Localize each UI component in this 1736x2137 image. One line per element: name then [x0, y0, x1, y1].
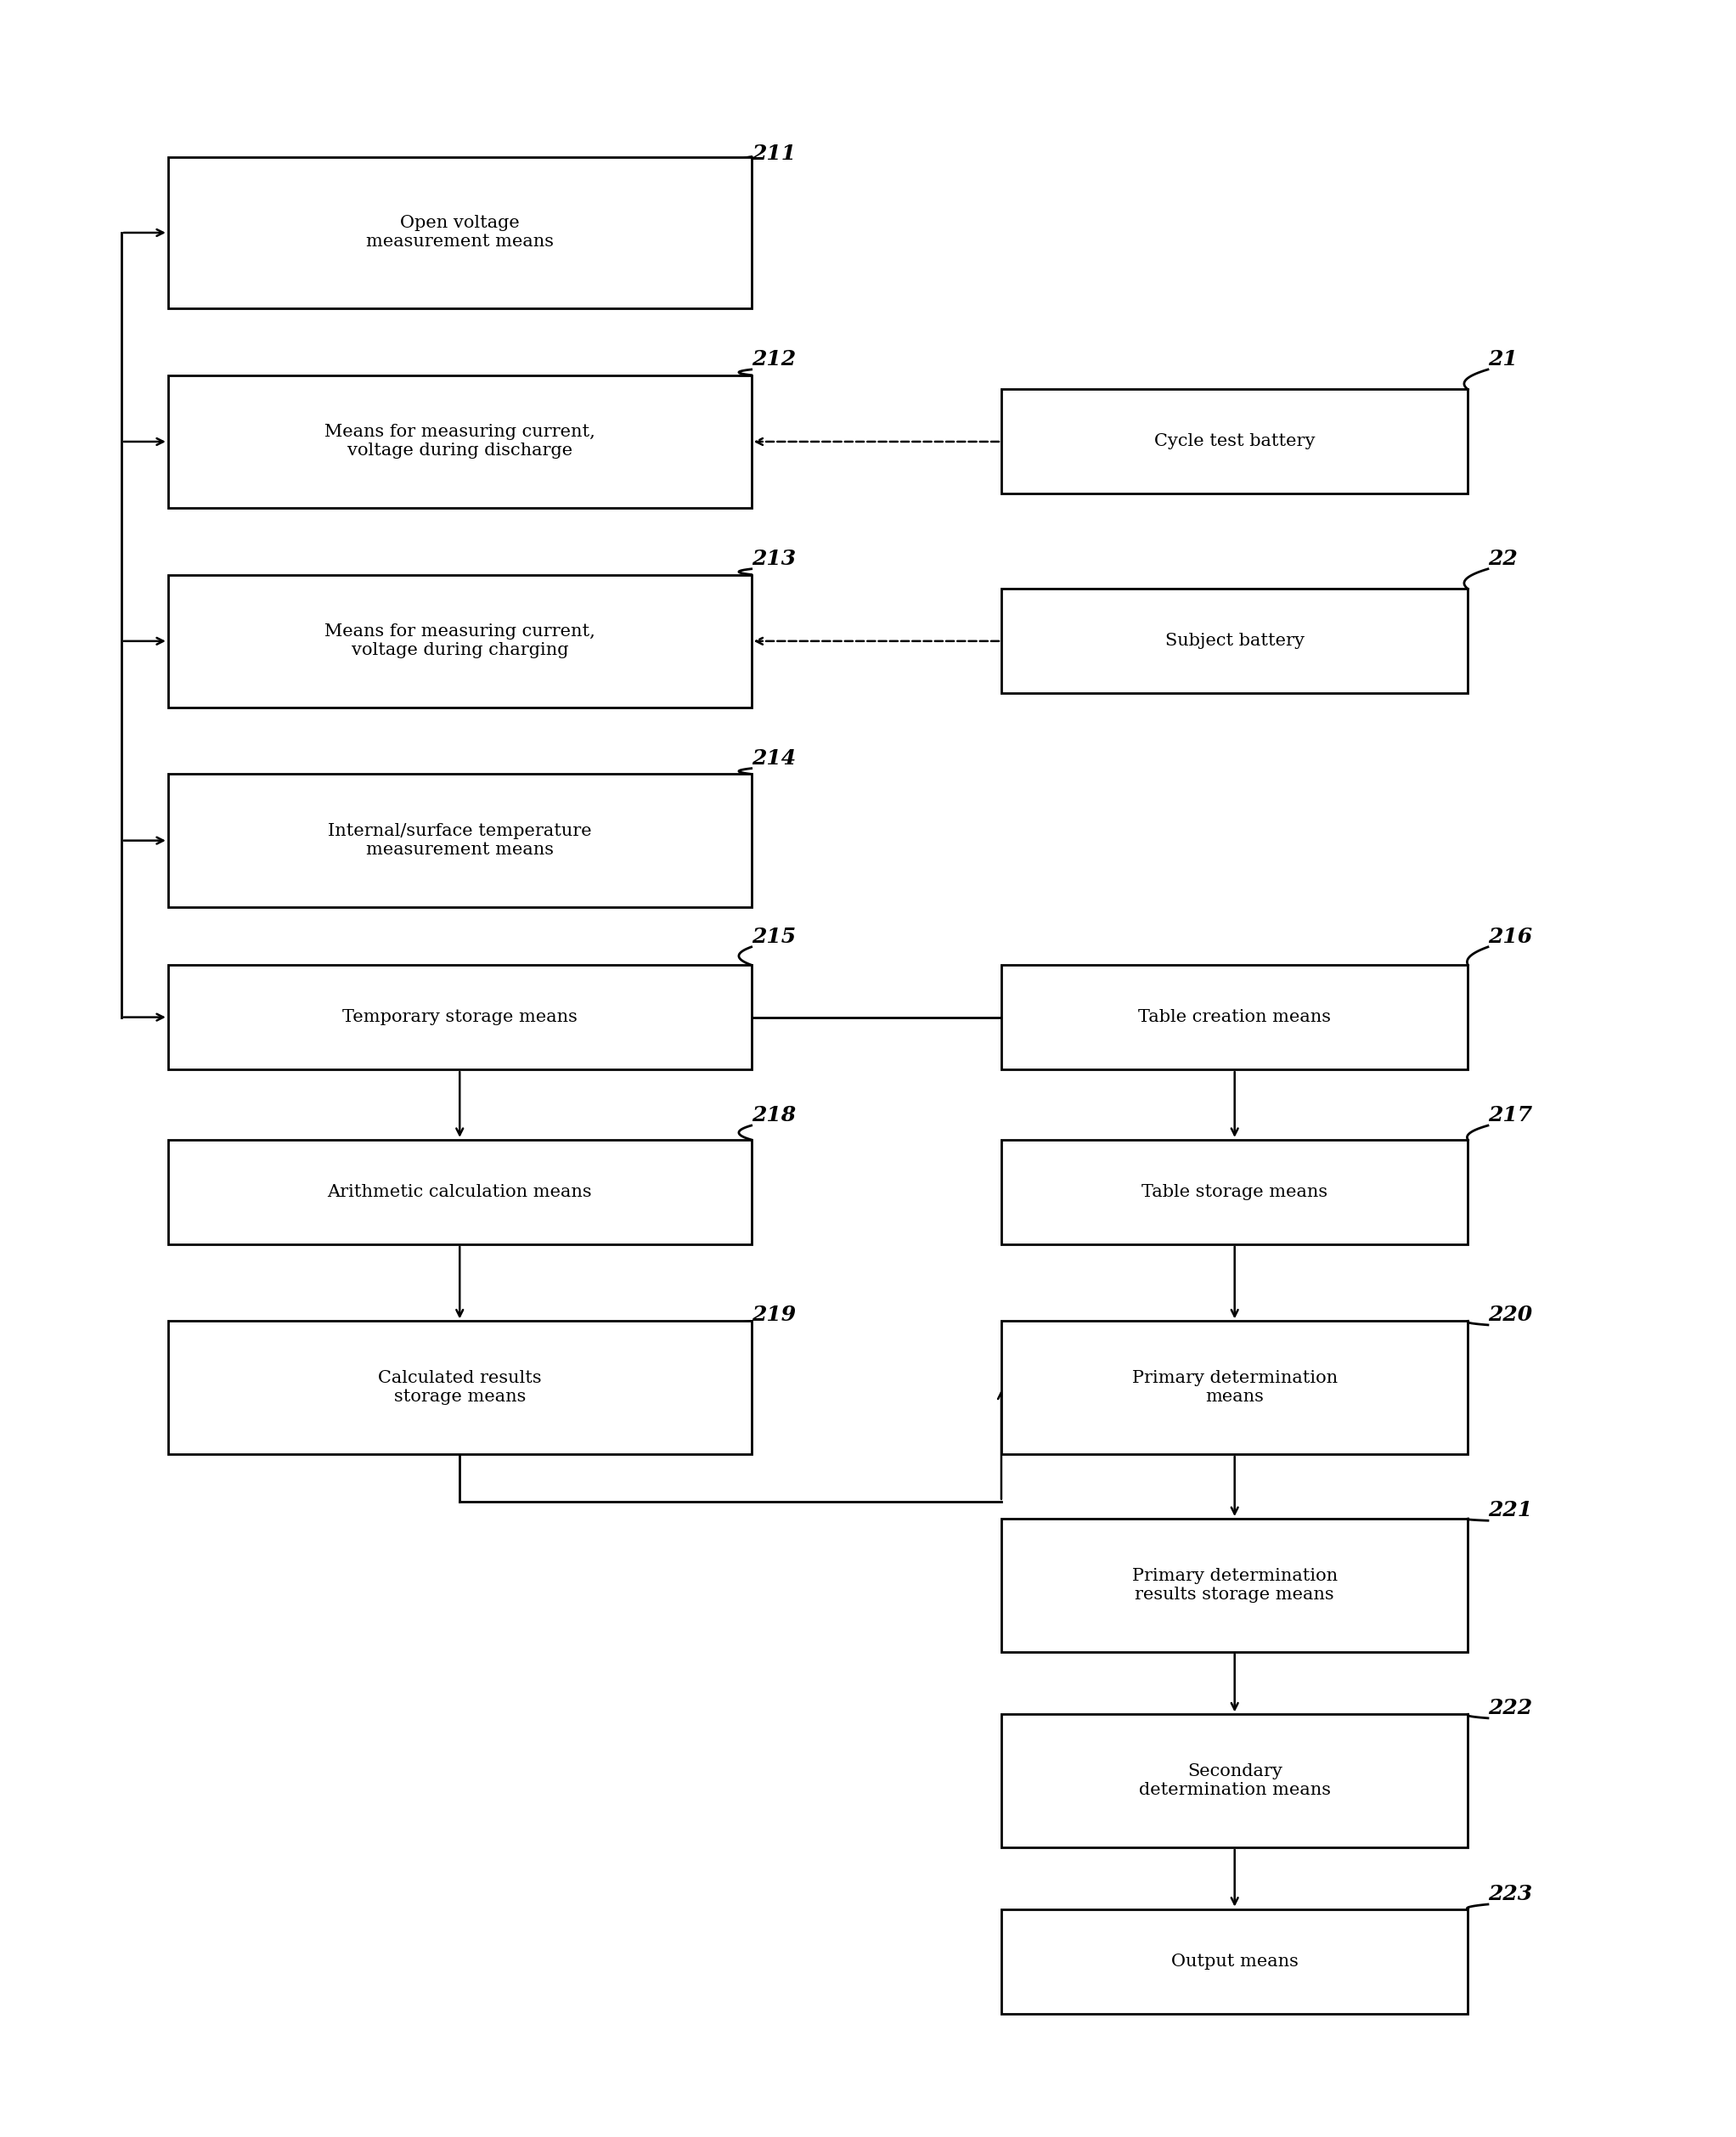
Text: Arithmetic calculation means: Arithmetic calculation means — [328, 1184, 592, 1201]
Text: 211: 211 — [752, 143, 795, 165]
Text: 213: 213 — [752, 549, 795, 568]
Text: 215: 215 — [752, 927, 795, 947]
FancyBboxPatch shape — [168, 1139, 752, 1244]
Text: Table storage means: Table storage means — [1142, 1184, 1328, 1201]
Text: 222: 222 — [1488, 1697, 1533, 1718]
Text: Table creation means: Table creation means — [1139, 1009, 1332, 1026]
Text: 216: 216 — [1488, 927, 1533, 947]
Text: 214: 214 — [752, 748, 795, 769]
FancyBboxPatch shape — [1002, 1908, 1469, 2013]
Text: Primary determination
results storage means: Primary determination results storage me… — [1132, 1569, 1337, 1603]
Text: 212: 212 — [752, 348, 795, 370]
FancyBboxPatch shape — [168, 156, 752, 308]
Text: 221: 221 — [1488, 1500, 1533, 1522]
Text: Subject battery: Subject battery — [1165, 633, 1304, 650]
Text: Open voltage
measurement means: Open voltage measurement means — [366, 216, 554, 250]
FancyBboxPatch shape — [1002, 1714, 1469, 1846]
Text: 22: 22 — [1488, 549, 1517, 568]
FancyBboxPatch shape — [168, 966, 752, 1068]
FancyBboxPatch shape — [1002, 389, 1469, 494]
Text: Secondary
determination means: Secondary determination means — [1139, 1763, 1330, 1797]
Text: 21: 21 — [1488, 348, 1517, 370]
Text: Cycle test battery: Cycle test battery — [1154, 434, 1316, 449]
Text: Output means: Output means — [1172, 1953, 1299, 1970]
Text: Means for measuring current,
voltage during discharge: Means for measuring current, voltage dur… — [325, 425, 595, 459]
Text: 220: 220 — [1488, 1304, 1533, 1325]
FancyBboxPatch shape — [1002, 1519, 1469, 1652]
FancyBboxPatch shape — [1002, 1321, 1469, 1453]
Text: 223: 223 — [1488, 1885, 1533, 1904]
FancyBboxPatch shape — [168, 774, 752, 906]
FancyBboxPatch shape — [1002, 590, 1469, 692]
FancyBboxPatch shape — [1002, 966, 1469, 1068]
Text: Means for measuring current,
voltage during charging: Means for measuring current, voltage dur… — [325, 624, 595, 658]
Text: 219: 219 — [752, 1304, 795, 1325]
Text: Internal/surface temperature
measurement means: Internal/surface temperature measurement… — [328, 823, 592, 857]
Text: 217: 217 — [1488, 1105, 1533, 1126]
FancyBboxPatch shape — [168, 575, 752, 707]
Text: Temporary storage means: Temporary storage means — [342, 1009, 578, 1026]
FancyBboxPatch shape — [1002, 1139, 1469, 1244]
Text: Calculated results
storage means: Calculated results storage means — [378, 1370, 542, 1404]
FancyBboxPatch shape — [168, 1321, 752, 1453]
Text: 218: 218 — [752, 1105, 795, 1126]
FancyBboxPatch shape — [168, 376, 752, 509]
Text: Primary determination
means: Primary determination means — [1132, 1370, 1337, 1404]
